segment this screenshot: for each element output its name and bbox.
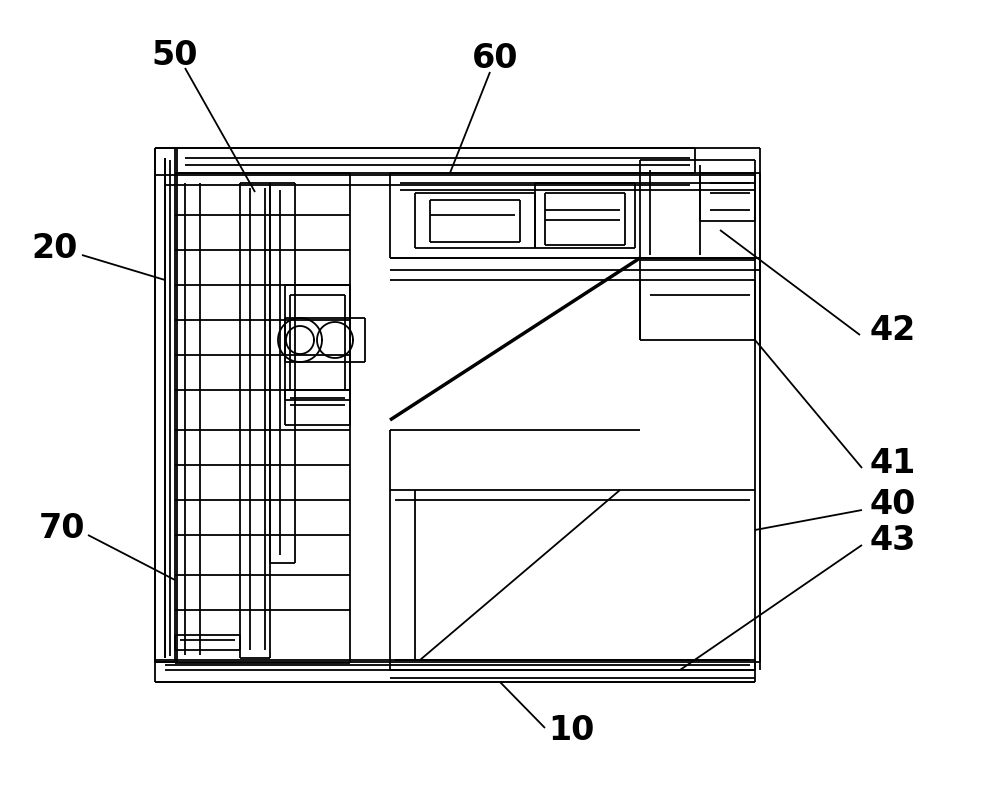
Text: 60: 60 (472, 42, 518, 75)
Text: 42: 42 (870, 314, 916, 347)
Text: 40: 40 (870, 489, 916, 522)
Text: 41: 41 (870, 447, 916, 480)
Text: 43: 43 (870, 523, 916, 556)
Text: 70: 70 (39, 511, 86, 545)
Text: 10: 10 (548, 713, 595, 746)
Text: 20: 20 (32, 232, 79, 265)
Text: 50: 50 (151, 39, 198, 72)
